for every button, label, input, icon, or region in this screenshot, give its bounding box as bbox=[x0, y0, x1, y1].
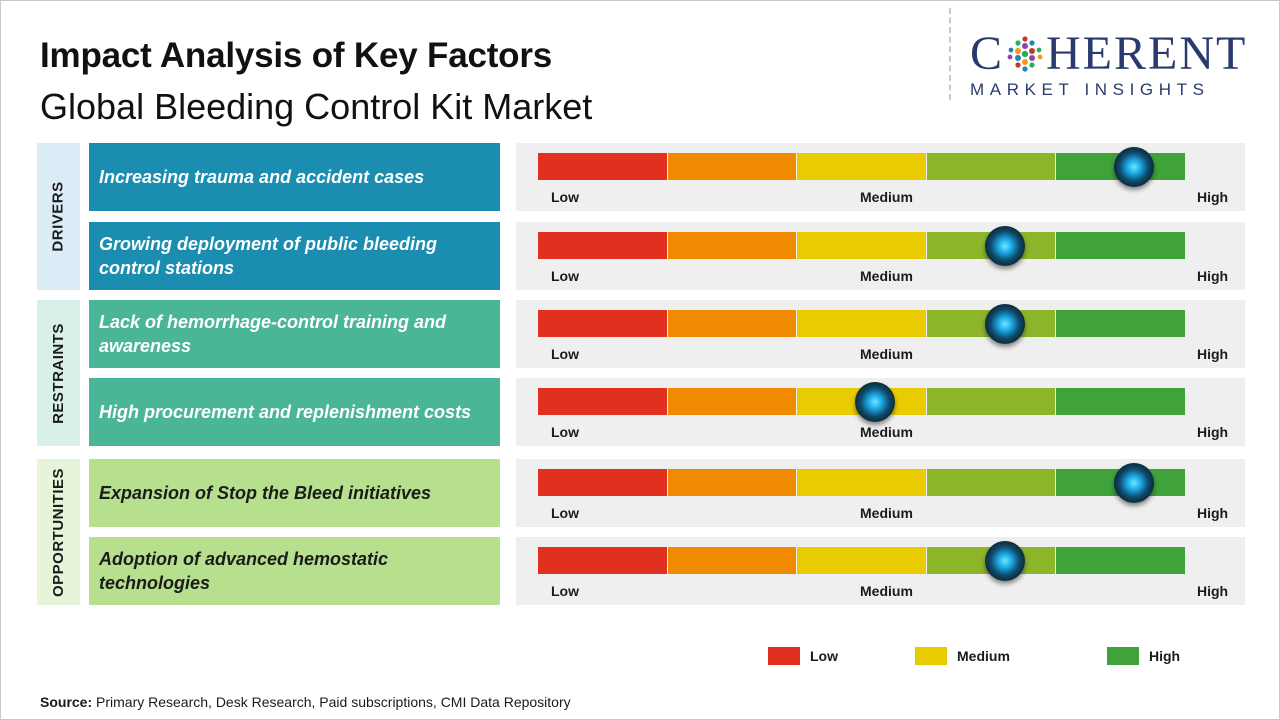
chart-subtitle: Global Bleeding Control Kit Market bbox=[40, 86, 593, 127]
company-logo: C HERENT MARKET INSIGHTS bbox=[970, 30, 1260, 100]
impact-scale: Low Medium High bbox=[516, 143, 1245, 211]
source-label: Source: bbox=[40, 694, 93, 710]
legend-swatch bbox=[915, 647, 947, 665]
tick-medium: Medium bbox=[860, 268, 913, 284]
tick-high: High bbox=[1197, 424, 1229, 440]
scale-segment bbox=[797, 232, 926, 259]
scale-segment bbox=[797, 547, 926, 574]
legend-item-medium: Medium bbox=[915, 647, 1010, 665]
tick-low: Low bbox=[551, 424, 579, 440]
impact-marker bbox=[984, 541, 1025, 581]
scale-segment bbox=[926, 153, 1056, 180]
tick-low: Low bbox=[551, 505, 579, 521]
tick-low: Low bbox=[551, 268, 579, 284]
impact-marker bbox=[984, 226, 1025, 266]
impact-marker bbox=[854, 382, 895, 422]
scale-segment bbox=[667, 469, 797, 496]
logo-word-rest: HERENT bbox=[1046, 27, 1248, 80]
impact-marker bbox=[984, 304, 1025, 344]
scale-segment bbox=[538, 153, 667, 180]
scale-segment bbox=[538, 547, 667, 574]
logo-divider bbox=[949, 8, 951, 100]
logo-dots-icon bbox=[1007, 36, 1043, 72]
tick-low: Low bbox=[551, 189, 579, 205]
scale-segment bbox=[667, 547, 797, 574]
source-note: Source: Primary Research, Desk Research,… bbox=[40, 694, 571, 710]
factor-box: Lack of hemorrhage-control training and … bbox=[89, 300, 500, 368]
scale-segment bbox=[1056, 310, 1185, 337]
tick-low: Low bbox=[551, 583, 579, 599]
tick-medium: Medium bbox=[860, 583, 913, 599]
scale-segment bbox=[667, 153, 797, 180]
tick-high: High bbox=[1197, 189, 1229, 205]
tick-medium: Medium bbox=[860, 189, 913, 205]
scale-segment bbox=[797, 469, 926, 496]
logo-letter-c: C bbox=[970, 27, 1005, 80]
tick-medium: Medium bbox=[860, 346, 913, 362]
legend-item-high: High bbox=[1107, 647, 1180, 665]
category-label: RESTRAINTS bbox=[50, 322, 67, 424]
chart-title: Impact Analysis of Key Factors bbox=[40, 36, 553, 75]
impact-scale: Low Medium High bbox=[516, 459, 1245, 527]
legend-label: Low bbox=[810, 648, 838, 664]
factor-label: Expansion of Stop the Bleed initiatives bbox=[99, 483, 432, 503]
factor-label: Lack of hemorrhage-control training and … bbox=[99, 312, 447, 356]
scale-segment bbox=[538, 232, 667, 259]
category-drivers: DRIVERS bbox=[37, 143, 80, 290]
legend-swatch bbox=[1107, 647, 1139, 665]
scale-segment bbox=[667, 310, 797, 337]
impact-scale: Low Medium High bbox=[516, 222, 1245, 290]
tick-high: High bbox=[1197, 583, 1229, 599]
scale-segment bbox=[538, 469, 667, 496]
impact-scale: Low Medium High bbox=[516, 300, 1245, 368]
impact-marker bbox=[1114, 463, 1155, 503]
scale-segment bbox=[538, 310, 667, 337]
source-text: Primary Research, Desk Research, Paid su… bbox=[96, 694, 571, 710]
tick-medium: Medium bbox=[860, 505, 913, 521]
scale-segment bbox=[538, 388, 667, 415]
scale-segment bbox=[1056, 388, 1185, 415]
legend-label: High bbox=[1149, 648, 1181, 664]
scale-segment bbox=[926, 388, 1056, 415]
tick-high: High bbox=[1197, 346, 1229, 362]
category-restraints: RESTRAINTS bbox=[37, 300, 80, 446]
scale-segment bbox=[926, 469, 1056, 496]
category-opportunities: OPPORTUNITIES bbox=[37, 459, 80, 605]
factor-box: Growing deployment of public bleeding co… bbox=[89, 222, 500, 290]
category-label: OPPORTUNITIES bbox=[50, 467, 68, 597]
factor-box: Increasing trauma and accident cases bbox=[89, 143, 500, 211]
scale-segment bbox=[797, 310, 926, 337]
factor-box: Adoption of advanced hemostatic technolo… bbox=[89, 537, 500, 605]
legend-item-low: Low bbox=[768, 647, 838, 665]
factor-label: Growing deployment of public bleeding co… bbox=[99, 234, 438, 278]
scale-segment bbox=[1056, 547, 1185, 574]
factor-label: High procurement and replenishment costs bbox=[99, 402, 472, 422]
tick-high: High bbox=[1197, 268, 1229, 284]
factor-box: Expansion of Stop the Bleed initiatives bbox=[89, 459, 500, 527]
logo-tagline: MARKET INSIGHTS bbox=[970, 80, 1210, 99]
tick-low: Low bbox=[551, 346, 579, 362]
factor-label: Adoption of advanced hemostatic technolo… bbox=[99, 549, 389, 593]
factor-label: Increasing trauma and accident cases bbox=[99, 167, 425, 187]
tick-medium: Medium bbox=[860, 424, 913, 440]
legend-swatch bbox=[768, 647, 800, 665]
impact-scale: Low Medium High bbox=[516, 378, 1245, 446]
category-label: DRIVERS bbox=[50, 181, 67, 252]
legend-label: Medium bbox=[957, 648, 1010, 664]
impact-marker bbox=[1114, 147, 1155, 187]
scale-segment bbox=[667, 232, 797, 259]
scale-segment bbox=[1056, 232, 1185, 259]
tick-high: High bbox=[1197, 505, 1229, 521]
factor-box: High procurement and replenishment costs bbox=[89, 378, 500, 446]
scale-segment bbox=[797, 153, 926, 180]
scale-segment bbox=[667, 388, 797, 415]
impact-scale: Low Medium High bbox=[516, 537, 1245, 605]
